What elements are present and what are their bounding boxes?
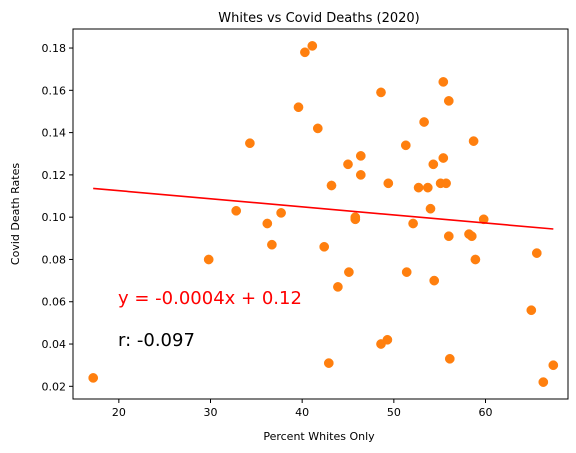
correlation-label: r: -0.097 bbox=[118, 330, 195, 351]
data-point bbox=[478, 214, 489, 225]
data-point bbox=[531, 248, 542, 258]
data-point bbox=[438, 77, 449, 87]
x-tick-label: 50 bbox=[387, 406, 401, 419]
data-point bbox=[526, 305, 537, 316]
data-point bbox=[267, 239, 277, 250]
data-point bbox=[548, 360, 559, 371]
data-point bbox=[438, 153, 449, 163]
x-axis: 20 30 40 50 60 bbox=[112, 399, 493, 419]
data-point bbox=[382, 334, 393, 345]
axes-frame bbox=[72, 28, 569, 400]
data-point bbox=[323, 358, 334, 368]
data-point bbox=[401, 267, 412, 277]
y-axis: 0.02 0.04 0.06 0.08 0.10 0.12 0.14 0.16 0.18 bbox=[42, 42, 73, 393]
data-point bbox=[468, 136, 479, 146]
data-point bbox=[419, 117, 429, 127]
data-point bbox=[422, 182, 433, 193]
data-point bbox=[538, 377, 549, 387]
data-point bbox=[319, 241, 330, 252]
y-tick-label: 0.18 bbox=[42, 42, 67, 55]
data-point bbox=[231, 205, 242, 216]
y-tick-label: 0.08 bbox=[42, 253, 67, 266]
data-point bbox=[466, 231, 477, 242]
data-point bbox=[355, 170, 366, 180]
data-point bbox=[333, 282, 343, 292]
data-point bbox=[425, 203, 436, 214]
data-point bbox=[300, 47, 310, 58]
y-tick-label: 0.12 bbox=[42, 169, 67, 182]
chart-title: Whites vs Covid Deaths (2020) bbox=[218, 11, 419, 26]
data-point bbox=[441, 178, 451, 189]
data-point bbox=[383, 178, 394, 189]
data-point bbox=[400, 140, 411, 151]
data-point bbox=[312, 123, 323, 134]
plot-area bbox=[88, 41, 559, 387]
y-tick-label: 0.14 bbox=[42, 127, 67, 140]
data-point bbox=[245, 138, 255, 149]
regression-line bbox=[93, 187, 554, 230]
y-axis-label: Covid Death Rates bbox=[9, 163, 22, 265]
data-point bbox=[276, 208, 286, 218]
data-point bbox=[326, 180, 337, 191]
regression-equation: y = -0.0004x + 0.12 bbox=[118, 288, 302, 309]
data-point bbox=[293, 102, 304, 113]
y-tick-label: 0.10 bbox=[42, 211, 67, 224]
x-tick-label: 30 bbox=[204, 406, 218, 419]
data-point bbox=[344, 267, 354, 277]
x-tick-label: 60 bbox=[479, 406, 493, 419]
data-point bbox=[343, 159, 353, 170]
data-point bbox=[444, 353, 455, 364]
data-point bbox=[443, 231, 454, 242]
data-point bbox=[203, 254, 214, 265]
data-point bbox=[413, 182, 424, 193]
data-point bbox=[88, 373, 99, 383]
data-point bbox=[355, 151, 366, 161]
data-point bbox=[428, 159, 439, 170]
data-point bbox=[408, 218, 418, 229]
data-point bbox=[262, 218, 273, 229]
data-point bbox=[470, 254, 481, 265]
data-point bbox=[350, 212, 361, 223]
data-point bbox=[307, 41, 318, 51]
y-tick-label: 0.06 bbox=[42, 296, 67, 309]
x-tick-label: 20 bbox=[112, 406, 126, 419]
data-point bbox=[376, 87, 386, 98]
x-tick-label: 40 bbox=[295, 406, 309, 419]
y-tick-label: 0.04 bbox=[42, 338, 67, 351]
x-axis-label: Percent Whites Only bbox=[263, 430, 375, 443]
data-point bbox=[429, 275, 440, 286]
data-point bbox=[443, 96, 454, 106]
y-tick-label: 0.16 bbox=[42, 84, 67, 97]
y-tick-label: 0.02 bbox=[42, 380, 67, 393]
